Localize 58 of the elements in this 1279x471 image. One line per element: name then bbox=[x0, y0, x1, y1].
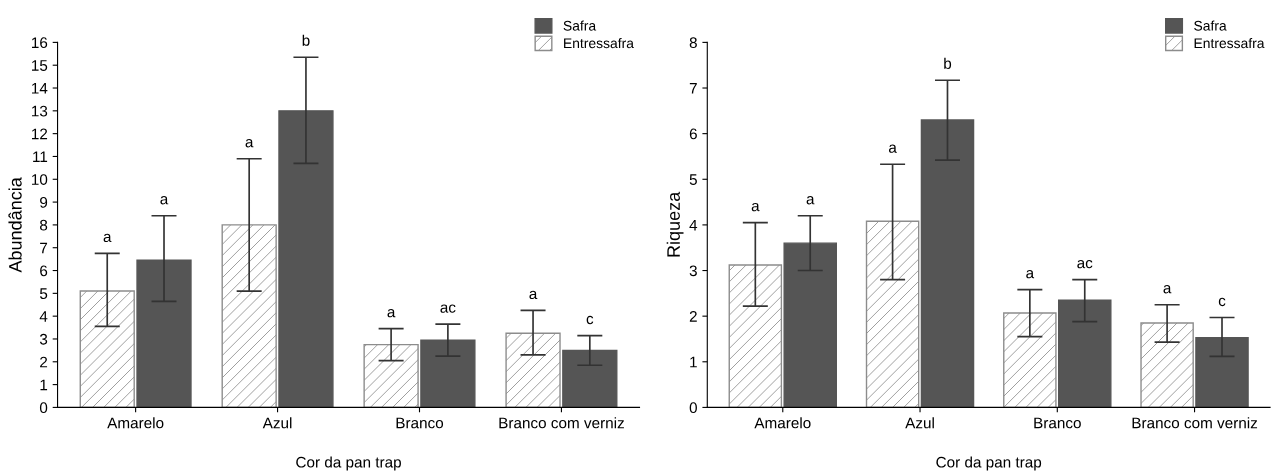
annotation: a bbox=[103, 233, 112, 243]
y-tick-label: 3 bbox=[39, 333, 48, 345]
annotation: ac bbox=[440, 304, 456, 313]
annotation: a bbox=[806, 196, 815, 205]
y-tick-label: 11 bbox=[33, 151, 48, 162]
x-tick-label: Branco bbox=[1034, 417, 1081, 429]
y-tick-label: 8 bbox=[689, 37, 697, 49]
legend-label: Entressafra bbox=[1194, 37, 1265, 49]
annotation: a bbox=[160, 196, 169, 205]
x-tick-label: Amarelo bbox=[754, 417, 811, 429]
y-tick-label: 7 bbox=[40, 242, 48, 254]
y-tick-label: 5 bbox=[689, 174, 697, 185]
y-tick-label: 4 bbox=[689, 219, 698, 231]
x-axis-title: Cor da pan trap bbox=[296, 456, 401, 471]
annotation: a bbox=[1026, 269, 1035, 279]
y-axis-title: Riqueza bbox=[666, 191, 684, 257]
y-tick-label: 14 bbox=[32, 83, 48, 94]
y-tick-label: 2 bbox=[40, 356, 48, 368]
y-tick-label: 6 bbox=[689, 128, 697, 140]
y-tick-label: 6 bbox=[40, 265, 48, 277]
y-tick-label: 1 bbox=[40, 379, 48, 391]
annotation: a bbox=[888, 144, 897, 153]
x-tick-label: Amarelo bbox=[107, 417, 164, 429]
y-tick-label: 1 bbox=[690, 356, 697, 368]
annotation: c bbox=[586, 315, 594, 325]
annotation: c bbox=[1218, 297, 1226, 307]
annotation: a bbox=[1163, 285, 1172, 294]
y-tick-label: 15 bbox=[32, 60, 48, 71]
annotation: a bbox=[387, 308, 396, 318]
annotation: a bbox=[529, 290, 538, 300]
y-tick-label: 4 bbox=[39, 311, 48, 322]
annotation: a bbox=[751, 202, 760, 212]
y-tick-label: 9 bbox=[40, 196, 48, 208]
y-tick-label: 0 bbox=[39, 402, 48, 414]
x-tick-label: Branco bbox=[396, 417, 444, 429]
y-tick-label: 3 bbox=[689, 265, 697, 277]
y-tick-label: 0 bbox=[689, 402, 697, 414]
x-tick-label: Azul bbox=[905, 417, 934, 429]
y-tick-label: 2 bbox=[689, 311, 697, 322]
y-tick-label: 16 bbox=[32, 37, 48, 49]
y-tick-label: 13 bbox=[32, 105, 48, 117]
annotation: a bbox=[245, 139, 254, 148]
x-tick-label: Branco com verniz bbox=[1132, 417, 1258, 429]
y-tick-label: 7 bbox=[689, 83, 697, 94]
annotation: b bbox=[944, 57, 952, 69]
y-tick-label: 10 bbox=[32, 174, 48, 185]
legend-label: Safra bbox=[563, 20, 597, 31]
y-axis-title: Abundância bbox=[8, 177, 22, 273]
y-tick-label: 5 bbox=[39, 288, 48, 300]
annotation: b bbox=[302, 34, 310, 46]
legend-label: Entressafra bbox=[564, 37, 634, 49]
y-tick-label: 8 bbox=[40, 219, 48, 231]
x-axis-title: Cor da pan trap bbox=[936, 456, 1042, 471]
x-tick-label: Azul bbox=[262, 417, 292, 429]
annotation: ac bbox=[1077, 259, 1093, 269]
legend-label: Safra bbox=[1194, 20, 1227, 31]
x-tick-label: Branco com verniz bbox=[499, 417, 624, 429]
y-tick-label: 12 bbox=[32, 128, 48, 140]
